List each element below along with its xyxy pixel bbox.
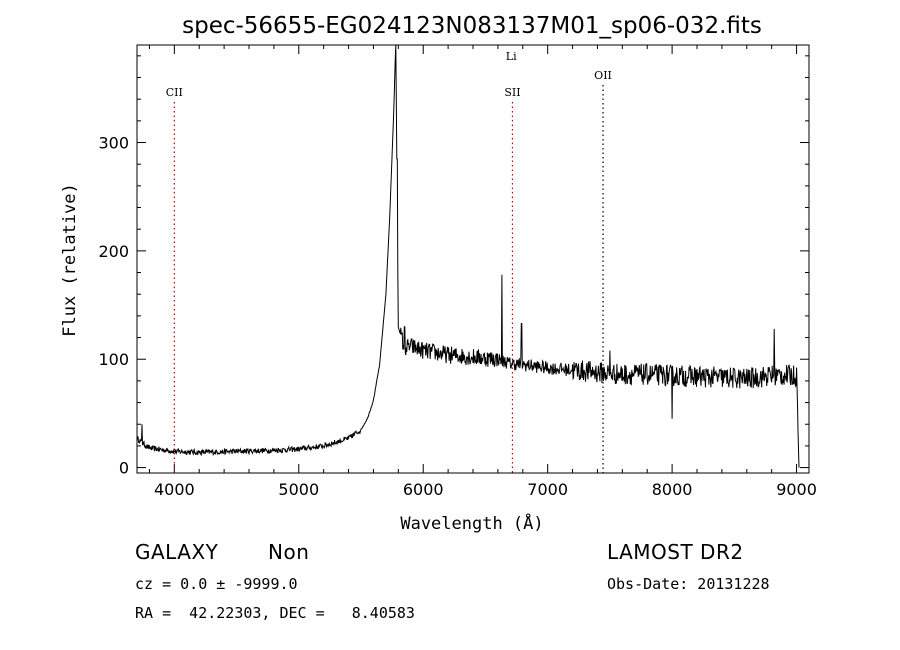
spectral-line-markers: CII Li SII OII	[166, 50, 612, 473]
spectral-line-label: Li	[506, 50, 517, 63]
x-tick-label: 5000	[278, 480, 319, 499]
redshift-text: cz = 0.0 ± -9999.0	[135, 575, 298, 593]
object-class: GALAXY	[135, 540, 219, 564]
y-tick-label: 0	[119, 459, 129, 478]
y-tick-label: 100	[98, 350, 129, 369]
x-tick-label: 6000	[403, 480, 444, 499]
y-axis: 0 100 200 300	[98, 55, 809, 478]
spectral-line-label: OII	[594, 69, 612, 82]
spectrum-line	[136, 44, 800, 468]
chart-title: spec-56655-EG024123N083137M01_sp06-032.f…	[182, 13, 762, 39]
x-axis: 4000 5000 6000 7000 8000 9000	[148, 45, 817, 499]
coordinates-text: RA = 42.22303, DEC = 8.40583	[135, 604, 415, 622]
spectral-line-label: CII	[166, 86, 183, 99]
y-tick-label: 200	[98, 242, 129, 261]
x-tick-label: 9000	[776, 480, 817, 499]
y-tick-label: 300	[98, 134, 129, 153]
obs-date-text: Obs-Date: 20131228	[607, 575, 770, 593]
x-tick-label: 8000	[652, 480, 693, 499]
x-axis-label: Wavelength (Å)	[400, 512, 543, 534]
plot-frame	[136, 44, 810, 474]
survey-label: LAMOST DR2	[607, 540, 744, 564]
object-subclass: Non	[268, 540, 310, 564]
spectral-line-label: SII	[504, 86, 520, 99]
x-tick-label: 7000	[527, 480, 568, 499]
y-axis-label: Flux (relative)	[60, 183, 80, 337]
x-tick-label: 4000	[154, 480, 195, 499]
